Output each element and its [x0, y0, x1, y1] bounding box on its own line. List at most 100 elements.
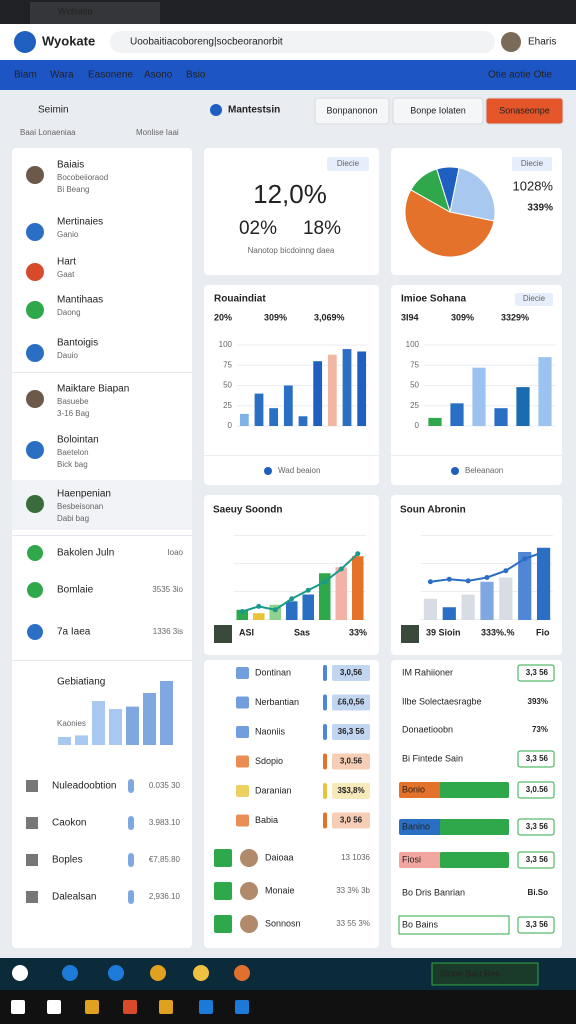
- stat: 3I94: [401, 312, 419, 322]
- divider: [12, 660, 192, 661]
- search-text[interactable]: Seimin: [38, 105, 69, 116]
- chart-title: Imioe Sohana: [401, 294, 466, 305]
- bar: [109, 709, 122, 745]
- line: [241, 552, 359, 613]
- side-chart-label: Kaonies: [57, 719, 86, 728]
- list-label: Nerbantian: [255, 697, 299, 707]
- logo: [14, 31, 36, 53]
- nav-item[interactable]: Bsio: [186, 70, 206, 81]
- list-value: 3,3 56: [526, 920, 549, 929]
- badge: [515, 293, 553, 306]
- stat: 3329%: [501, 312, 529, 322]
- value-box: [517, 750, 555, 768]
- list-label: Daranian: [255, 785, 292, 795]
- item-title[interactable]: Haenpenian: [57, 489, 111, 500]
- row-label: Bakolen Juln: [57, 548, 114, 559]
- value-box: [517, 664, 555, 682]
- bar: [236, 609, 249, 620]
- outline: [398, 915, 510, 935]
- item-title[interactable]: Maiktare Biapan: [57, 384, 129, 395]
- avatar: [401, 625, 419, 643]
- item-title[interactable]: Hart: [57, 257, 76, 268]
- bar: [283, 385, 293, 426]
- pill: [332, 783, 370, 799]
- list-value: 3,0.56: [526, 785, 549, 794]
- pill: [128, 853, 134, 867]
- pill: [332, 665, 370, 681]
- item-line: Dauio: [57, 351, 78, 360]
- stat: 309%: [451, 312, 474, 322]
- sub: Monlise Iaai: [136, 128, 179, 137]
- item-title[interactable]: Bantoigis: [57, 338, 98, 349]
- nav-item[interactable]: Asono: [144, 70, 173, 81]
- item-icon: [26, 166, 44, 184]
- card-footer[interactable]: Beleanaon: [465, 466, 503, 475]
- list-label: Sdopio: [255, 756, 283, 766]
- kpi-caption: Nanotop bicdoinng daea: [248, 246, 335, 255]
- pill: [332, 694, 370, 711]
- nav-item[interactable]: Biam: [14, 70, 37, 81]
- item-title[interactable]: Baiais: [57, 160, 84, 171]
- pie-slice: [449, 167, 496, 222]
- item-icon: [26, 223, 44, 241]
- bar: [342, 349, 352, 426]
- row-icon: [27, 545, 43, 561]
- item-line: Basuebe: [57, 397, 89, 406]
- bar-tick: [323, 724, 327, 740]
- line-point: [446, 576, 452, 582]
- item-line: Dabi bag: [57, 514, 89, 523]
- bar: [313, 361, 323, 426]
- app-icon: [235, 1000, 249, 1014]
- button-text[interactable]: Sonaseonpe: [499, 105, 550, 115]
- list-value: 3,3 56: [526, 754, 549, 763]
- bar: [58, 737, 71, 745]
- item-line: Bi Beang: [57, 185, 89, 194]
- bar: [538, 357, 552, 426]
- bar: [75, 735, 88, 745]
- item-icon: [26, 301, 44, 319]
- list-value: 3,3 56: [526, 822, 549, 831]
- url[interactable]: Uoobaitiacoboreng|socbeoranorbit: [130, 37, 283, 48]
- people-label: Daioaa: [265, 852, 294, 862]
- list-value: 36,3 56: [338, 727, 365, 736]
- item-title[interactable]: Bolointan: [57, 435, 99, 446]
- tab-title: Wcbiatio: [58, 6, 93, 16]
- nav-item[interactable]: Easonene: [88, 70, 133, 81]
- list-label: Dontinan: [255, 667, 291, 677]
- button: [314, 97, 390, 125]
- item-line: Bocobeiioraod: [57, 173, 108, 182]
- foot-stat: 39 Sioin: [426, 627, 461, 637]
- bar-tick: [323, 665, 327, 681]
- url-box: [110, 31, 495, 53]
- button-text[interactable]: Bonpe Iolaten: [410, 105, 466, 115]
- value-box: [517, 916, 555, 934]
- item-title[interactable]: Mantihaas: [57, 295, 103, 306]
- kpi-big: 12,0%: [253, 179, 327, 209]
- button: [392, 97, 484, 125]
- bar: [239, 413, 249, 426]
- bar: [92, 701, 105, 745]
- card-footer-line: [391, 455, 562, 456]
- line-point: [484, 575, 490, 580]
- pie-slice: [410, 168, 451, 214]
- foot-stat: ASI: [239, 627, 254, 637]
- list-value: 3,3 56: [526, 668, 549, 677]
- total-label: Nuleadoobtion: [52, 781, 117, 792]
- pill: [332, 753, 370, 770]
- button-text[interactable]: Bonpanonon: [326, 105, 377, 115]
- item-title[interactable]: Mertinaies: [57, 217, 103, 228]
- bar-tick: [323, 694, 327, 711]
- line-point: [322, 579, 328, 585]
- y-tick-label: 25: [410, 401, 419, 410]
- foot-stat: Fio: [536, 627, 550, 637]
- item-line: Ganio: [57, 230, 79, 239]
- list-icon: [236, 667, 249, 679]
- pill: [128, 890, 134, 904]
- row-label: Bomlaie: [57, 585, 94, 596]
- people-icon: [214, 849, 232, 867]
- tray: [431, 962, 539, 986]
- nav-item[interactable]: Wara: [50, 70, 74, 81]
- pill: [128, 816, 134, 830]
- list-value: Bi.So: [528, 888, 549, 897]
- card-footer[interactable]: Wad beaion: [278, 466, 320, 475]
